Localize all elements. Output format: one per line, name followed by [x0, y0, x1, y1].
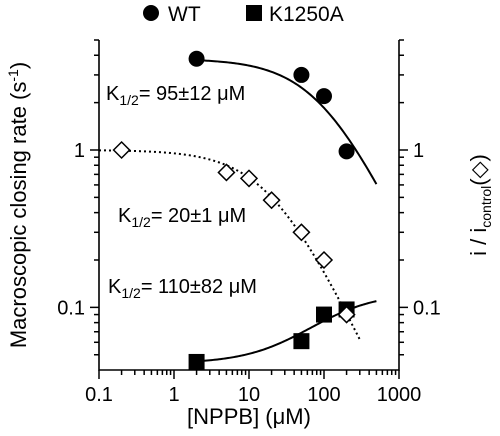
- x-axis-title: [NPPB] (μM): [187, 404, 311, 429]
- annotation-wt-sub: 1/2: [119, 92, 139, 108]
- y-left-tick-label: 0.1: [57, 297, 85, 319]
- annotation-k1250a-k: K: [108, 276, 122, 298]
- data-point-wt: [316, 88, 332, 105]
- annotation-ratio-value: = 20±1 μM: [151, 205, 246, 227]
- x-tick-label: 1: [168, 384, 179, 406]
- annotation-k1250a-sub: 1/2: [121, 285, 141, 301]
- y-axis-title-right: i / icontrol(◇): [466, 154, 494, 256]
- data-point-ratio: [314, 250, 334, 270]
- legend-marker-k1250a: [246, 5, 262, 21]
- y-axis-title-left-sup: -1: [5, 69, 21, 82]
- annotation-k1250a-khalf: K1/2= 110±82 μM: [108, 276, 257, 301]
- data-point-ratio: [239, 169, 259, 188]
- y-axis-title-left-main: Macroscopic closing rate (s: [6, 82, 31, 349]
- x-tick-label: 1000: [377, 384, 422, 406]
- x-tick-label: 10: [238, 384, 260, 406]
- data-point-ratio: [112, 140, 131, 160]
- y-axis-title-right-sub: control: [478, 186, 494, 228]
- y-axis-title-left: Macroscopic closing rate (s-1): [5, 62, 31, 348]
- data-point-k1250a: [293, 333, 310, 350]
- x-tick-label: 100: [307, 384, 340, 406]
- data-point-k1250a: [188, 353, 205, 370]
- y-left-tick-label: 1: [74, 140, 85, 162]
- y-axis-ticks: 0.1 0.1 1 1: [57, 39, 441, 356]
- annotation-wt-k: K: [106, 83, 120, 105]
- annotation-wt-value: = 95±12 μM: [139, 83, 245, 105]
- annotation-ratio-khalf: K1/2= 20±1 μM: [118, 205, 246, 230]
- data-point-wt: [188, 50, 205, 67]
- y-right-tick-label: 0.1: [413, 297, 441, 319]
- x-axis-ticks: 0.1 1 10 100 1000: [85, 370, 421, 406]
- data-point-ratio: [337, 305, 356, 324]
- data-point-ratio: [292, 223, 311, 242]
- data-point-wt: [293, 66, 310, 83]
- annotation-wt-khalf: K1/2= 95±12 μM: [106, 83, 245, 108]
- y-axis-title-right-main: i / i: [466, 228, 491, 256]
- data-point-wt: [338, 143, 355, 160]
- annotation-ratio-sub: 1/2: [131, 214, 151, 230]
- data-point-ratio: [217, 163, 236, 182]
- fit-curve: [196, 59, 378, 185]
- y-axis-title-right-symbol: (◇): [466, 154, 491, 186]
- annotation-k1250a-value: = 110±82 μM: [141, 276, 257, 298]
- legend-label-wt: WT: [168, 3, 201, 26]
- data-point-k1250a: [316, 306, 332, 323]
- x-tick-label: 0.1: [85, 384, 113, 406]
- legend-label-k1250a: K1250A: [269, 3, 344, 26]
- data-points: [112, 50, 356, 370]
- annotation-ratio-k: K: [118, 205, 132, 227]
- legend-marker-wt: [143, 5, 159, 21]
- legend: WT K1250A: [143, 3, 344, 26]
- y-axis-title-left-end: ): [6, 62, 31, 69]
- data-point-ratio: [262, 191, 281, 210]
- y-right-tick-label: 1: [413, 140, 424, 162]
